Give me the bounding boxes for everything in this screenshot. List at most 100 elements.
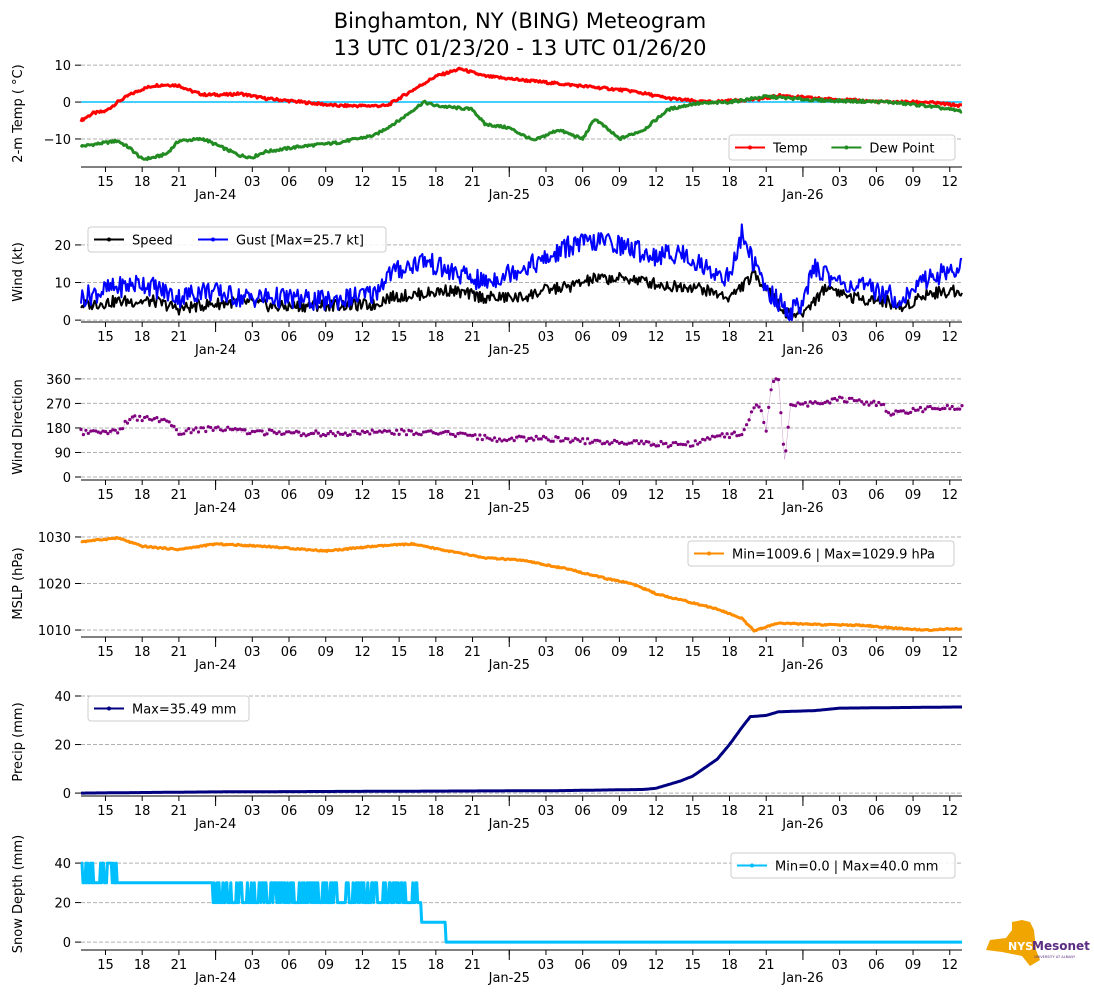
wind-direction-point <box>495 439 499 443</box>
wind-direction-point <box>505 439 509 443</box>
wind-direction-point <box>338 432 342 436</box>
wind-direction-point <box>299 434 303 438</box>
wind-direction-point <box>561 439 565 443</box>
legend: Max=35.49 mm <box>87 695 250 722</box>
wind-direction-point <box>248 431 252 436</box>
wind-direction-point <box>245 432 249 436</box>
x-date-label: Jan-24 <box>194 817 236 832</box>
x-tick-label: 09 <box>905 175 922 190</box>
wind-direction-point <box>539 437 543 441</box>
wind-direction-point <box>801 402 805 406</box>
wind-direction-point <box>240 428 245 432</box>
x-tick-label: 15 <box>391 488 408 503</box>
wind-direction-point <box>593 438 597 442</box>
wind-direction-point <box>534 434 538 438</box>
wind-direction-point <box>358 432 362 436</box>
wind-direction-point <box>573 436 577 440</box>
wind-direction-point <box>79 427 83 432</box>
wind-direction-point <box>387 429 391 433</box>
wind-direction-point <box>121 427 125 431</box>
wind-direction-point <box>884 409 888 413</box>
x-tick-label: 12 <box>941 330 958 345</box>
legend-label: Dew Point <box>869 142 934 157</box>
wind-direction-point <box>89 429 93 433</box>
wind-direction-point <box>532 438 536 442</box>
wind-direction-point <box>287 430 291 434</box>
wind-direction-point <box>519 435 524 439</box>
x-tick-label: 18 <box>721 488 738 503</box>
y-tick-label: −10 <box>44 133 71 148</box>
x-tick-label: 21 <box>758 175 775 190</box>
x-tick-label: 03 <box>831 804 848 819</box>
wind-direction-point <box>422 430 426 434</box>
wind-direction-point <box>444 429 448 434</box>
wind-direction-point <box>488 437 492 441</box>
wind-direction-point <box>485 436 489 440</box>
x-tick-label: 18 <box>428 645 445 660</box>
x-tick-label: 18 <box>134 958 151 973</box>
x-tick-label: 21 <box>171 175 188 190</box>
wind-direction-point <box>918 405 923 410</box>
wind-direction-point <box>94 429 98 433</box>
wind-direction-point <box>852 399 856 403</box>
wind-direction-point <box>382 429 387 433</box>
wind-direction-point <box>468 433 472 437</box>
logo-subtext: UNIVERSITY AT ALBANY <box>1034 955 1076 959</box>
wind-direction-point <box>622 442 626 446</box>
wind-direction-point <box>644 439 648 444</box>
wind-direction-point <box>816 401 820 405</box>
wind-direction-point <box>138 414 142 418</box>
wind-direction-point <box>740 433 744 437</box>
wind-direction-point <box>211 428 215 432</box>
wind-direction-point <box>363 430 367 435</box>
wind-direction-point <box>916 408 920 412</box>
x-tick-label: 21 <box>171 958 188 973</box>
x-tick-label: 03 <box>831 330 848 345</box>
x-tick-label: 18 <box>721 330 738 345</box>
wind-direction-point <box>830 397 834 401</box>
wind-direction-point <box>564 436 568 441</box>
x-tick-label: 21 <box>464 488 481 503</box>
wind-direction-point <box>172 424 176 428</box>
wind-direction-point <box>571 439 575 443</box>
x-tick-label: 06 <box>574 804 591 819</box>
wind-direction-point <box>568 440 573 444</box>
x-tick-label: 03 <box>244 958 261 973</box>
wind-direction-point <box>106 432 110 436</box>
legend: Temp Dew Point <box>728 134 956 161</box>
wind-direction-point <box>101 429 105 433</box>
wind-direction-point <box>625 442 629 446</box>
wind-direction-point <box>187 427 191 431</box>
x-tick-label: 15 <box>685 330 702 345</box>
x-tick-label: 03 <box>538 488 555 503</box>
wind-direction-point <box>617 441 622 445</box>
wind-direction-point <box>808 400 812 404</box>
wind-direction-point <box>302 432 306 436</box>
x-tick-label: 21 <box>464 175 481 190</box>
wind-direction-point <box>796 401 800 405</box>
x-tick-label: 09 <box>611 488 628 503</box>
wind-direction-point <box>490 438 494 442</box>
wind-direction-point <box>113 428 117 432</box>
wind-direction-point <box>152 417 156 421</box>
wind-direction-point <box>182 432 186 436</box>
x-tick-label: 09 <box>317 645 334 660</box>
wind-direction-point <box>507 437 511 441</box>
x-tick-label: 15 <box>685 804 702 819</box>
wind-direction-point <box>615 439 619 444</box>
wind-direction-point <box>378 429 382 433</box>
wind-direction-point <box>140 419 144 423</box>
wind-direction-point <box>267 428 271 432</box>
wind-direction-point <box>612 438 617 442</box>
wind-direction-point <box>233 427 237 431</box>
x-tick-label: 09 <box>317 330 334 345</box>
wind-direction-point <box>769 388 773 392</box>
wind-direction-point <box>556 435 560 440</box>
wind-direction-point <box>397 432 401 436</box>
wind-direction-point <box>869 401 874 405</box>
wind-direction-point <box>194 426 198 430</box>
wind-direction-point <box>791 403 795 407</box>
x-tick-label: 12 <box>648 958 665 973</box>
x-date-label: Jan-26 <box>781 658 823 673</box>
wind-direction-point <box>945 403 949 408</box>
